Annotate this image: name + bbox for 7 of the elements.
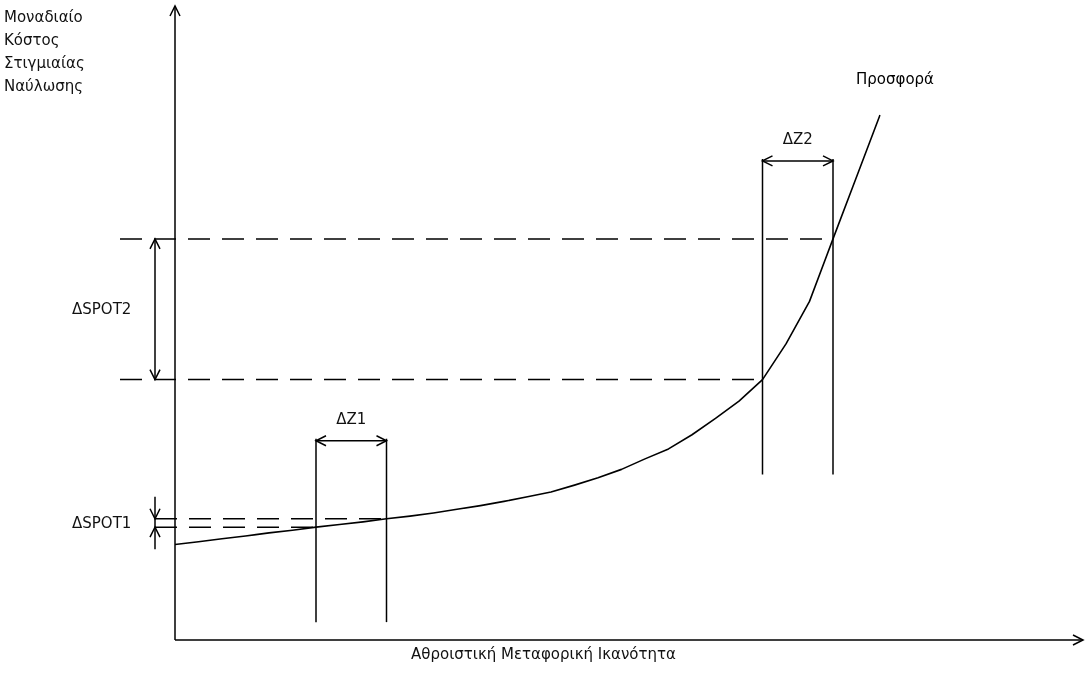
annotation: ΔZ1 — [336, 409, 367, 428]
text: ΔSPOT1 — [72, 513, 132, 532]
annotation: ΔZ2 — [782, 129, 813, 148]
text: Μοναδιαίο Κόστος Στιγμιαίας Ναύλωσης — [4, 7, 86, 97]
text: ΔSPOT2 — [72, 300, 132, 319]
text: Προσφορά — [856, 69, 935, 88]
x-axis-title: Αθροιστική Μεταφορική Ικανότητα — [410, 645, 677, 663]
